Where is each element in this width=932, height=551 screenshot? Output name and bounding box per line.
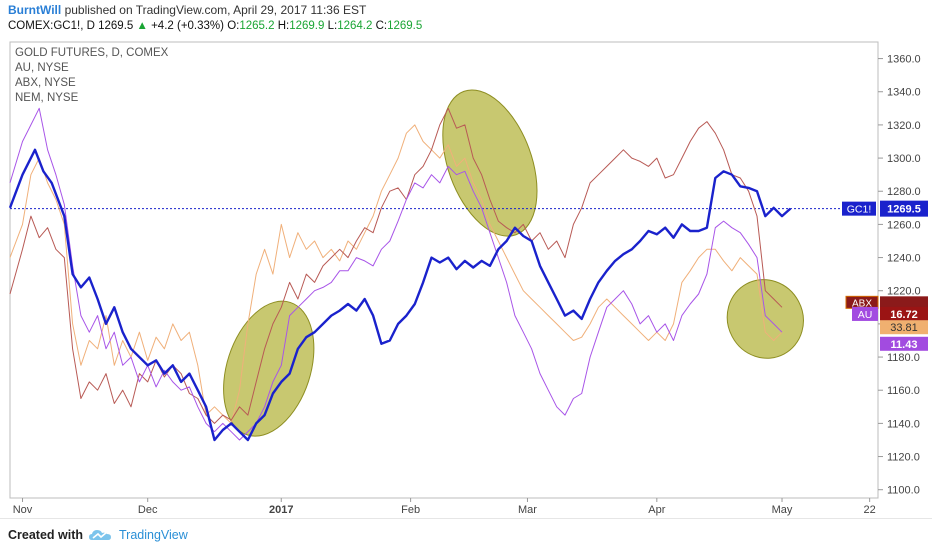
created-with-text: Created with	[8, 528, 84, 542]
gc-name-tag	[842, 201, 876, 216]
low-label: L:	[327, 20, 338, 32]
au2-price-text: 11.43	[891, 339, 918, 351]
chart-header: BurntWill published on TradingView.com, …	[0, 0, 932, 40]
x-tick-label: Apr	[648, 504, 665, 516]
high-label: H:	[277, 20, 290, 32]
y-tick-label: 1160.0	[887, 385, 920, 397]
publish-line: BurntWill published on TradingView.com, …	[8, 3, 366, 17]
x-tick-label: Mar	[518, 504, 537, 516]
y-tick-label: 1340.0	[887, 87, 921, 99]
nem-price-tag	[880, 320, 928, 335]
footer: Created with TradingView	[0, 518, 932, 551]
author-link[interactable]: BurntWill	[8, 3, 62, 17]
ohlc-line: COMEX:GC1!, D 1269.5 ▲ +4.2 (+0.33%) O:1…	[8, 20, 422, 32]
low-value: 1264.2	[337, 20, 373, 32]
y-tick-label: 1220.0	[887, 286, 921, 298]
y-tick-label: 1360.0	[887, 54, 921, 66]
series-line-nem	[9, 124, 783, 424]
published-text: published on TradingView.com, April 29, …	[64, 3, 367, 17]
gc-name-text: GC1!	[847, 204, 872, 216]
legend-entry: GOLD FUTURES, D, COMEX	[15, 47, 169, 59]
series-line-gold	[8, 148, 792, 442]
gc-price-text: 1269.5	[887, 204, 921, 216]
y-tick-label: 1260.0	[887, 219, 921, 231]
au2-price-tag	[880, 336, 928, 351]
y-tick-label: 1320.0	[887, 120, 921, 132]
legend-entry: NEM, NYSE	[15, 92, 79, 104]
y-tick-label: 1300.0	[887, 153, 921, 165]
abx-price-tag	[880, 296, 928, 309]
up-arrow-icon: ▲	[136, 20, 148, 32]
gc-price-tag	[880, 200, 928, 217]
au-name-tag	[852, 306, 878, 321]
symbol-label: COMEX:GC1!, D	[8, 20, 95, 32]
y-tick-label: 1120.0	[887, 452, 920, 464]
tradingview-cloud-icon	[89, 530, 111, 540]
y-tick-label: 1280.0	[887, 186, 921, 198]
au-price-tag	[880, 306, 928, 321]
x-tick-label: May	[772, 504, 793, 516]
x-tick-label: 22	[864, 504, 876, 516]
legend-entry: AU, NYSE	[15, 62, 69, 74]
change-value: +4.2 (+0.33%)	[151, 20, 224, 32]
open-value: 1265.2	[239, 20, 275, 32]
y-tick-label: 1100.0	[887, 485, 920, 497]
open-label: O:	[227, 20, 240, 32]
au-name-text: AU	[858, 309, 873, 321]
x-tick-label: Dec	[138, 504, 158, 516]
highlight-ellipse	[726, 279, 804, 359]
y-tick-label: 1180.0	[887, 352, 920, 364]
x-tick-label: 2017	[269, 504, 293, 516]
series-line-au	[9, 107, 783, 441]
y-tick-label: 1140.0	[887, 418, 920, 430]
price-chart[interactable]: 1100.01120.01140.01160.01180.01200.01220…	[0, 0, 932, 518]
x-tick-label: Feb	[401, 504, 420, 516]
y-tick-label: 1240.0	[887, 253, 921, 265]
highlight-ellipse	[442, 89, 538, 237]
close-label: C:	[375, 20, 388, 32]
plot-area	[9, 41, 879, 499]
last-price: 1269.5	[98, 20, 134, 32]
x-tick-label: Nov	[13, 504, 33, 516]
abx-name-text: ABX	[852, 298, 872, 309]
au-price-text: 16.72	[890, 309, 918, 321]
legend-entry: ABX, NYSE	[15, 77, 76, 89]
nem-price-text: 33.81	[890, 322, 918, 334]
tradingview-brand[interactable]: TradingView	[119, 528, 188, 542]
close-value: 1269.5	[387, 20, 423, 32]
high-value: 1269.9	[289, 20, 325, 32]
